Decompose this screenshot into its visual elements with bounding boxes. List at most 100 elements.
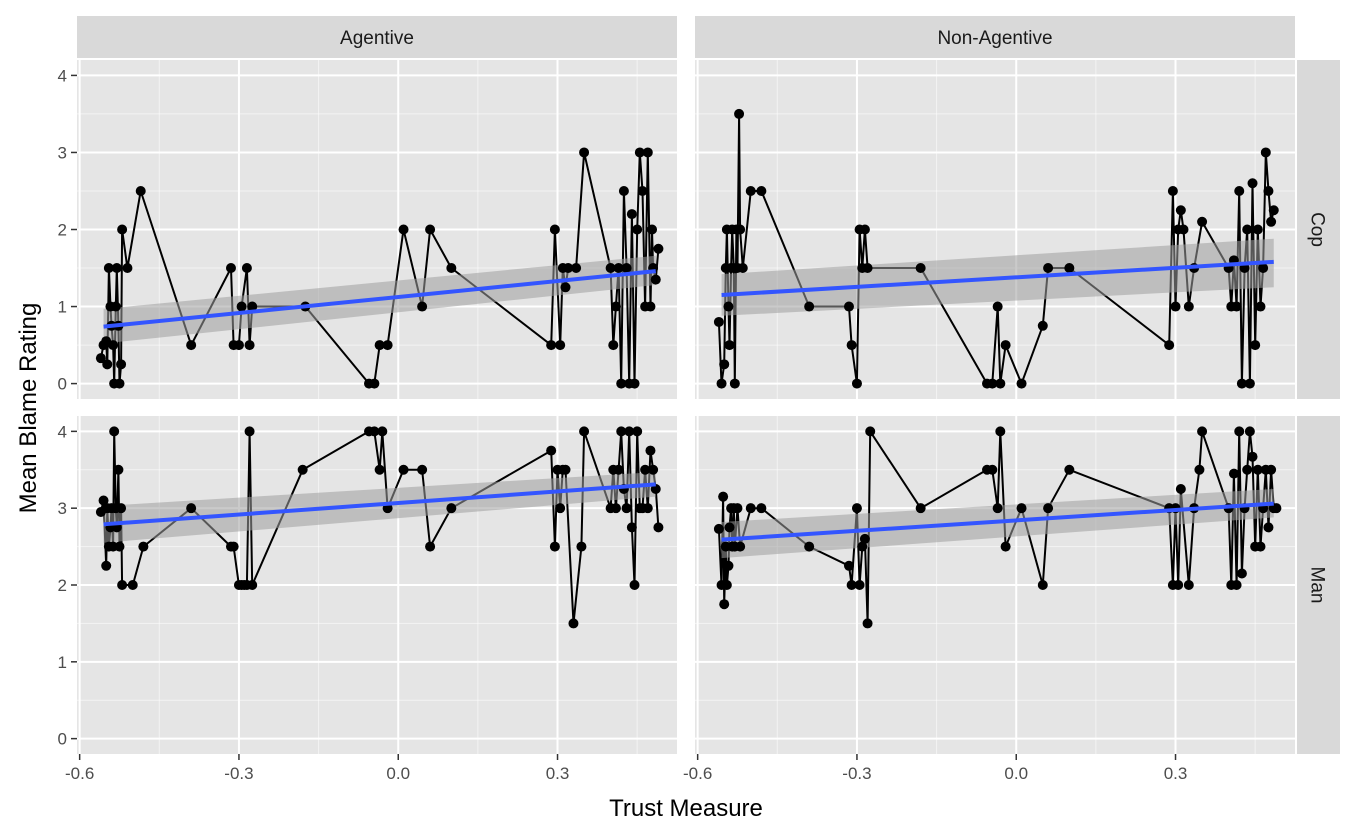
data-point — [114, 541, 125, 552]
x-tick-label: -0.3 — [842, 764, 871, 783]
data-point — [244, 426, 255, 437]
y-tick-label: 3 — [58, 143, 67, 162]
data-point — [640, 464, 651, 475]
data-point — [608, 340, 619, 351]
facet-strip-label: Cop — [1307, 212, 1328, 247]
data-point — [1268, 205, 1279, 216]
data-point — [642, 147, 653, 158]
data-point — [122, 263, 133, 274]
data-point — [647, 224, 658, 235]
x-tick-label: 0.3 — [1164, 764, 1188, 783]
data-point — [632, 224, 643, 235]
data-point — [610, 301, 621, 312]
y-tick-label: 4 — [58, 422, 67, 441]
data-point — [1234, 185, 1245, 196]
data-point — [650, 274, 661, 285]
data-point — [1197, 216, 1208, 227]
data-point — [398, 224, 409, 235]
data-point — [1064, 464, 1075, 475]
data-point — [1247, 451, 1258, 462]
regression-line — [103, 482, 656, 527]
data-point — [862, 618, 873, 629]
data-point — [563, 263, 574, 274]
data-point — [616, 426, 627, 437]
facet-strip-label: Man — [1307, 567, 1328, 604]
data-point — [1234, 426, 1245, 437]
data-point — [1000, 541, 1011, 552]
data-point — [233, 340, 244, 351]
data-point — [1263, 522, 1274, 533]
data-point — [1175, 483, 1186, 494]
data-point — [734, 108, 745, 119]
data-point — [109, 426, 120, 437]
data-point — [377, 426, 388, 437]
data-point — [987, 378, 998, 389]
data-point — [241, 263, 252, 274]
panel-non-agentive-cop — [695, 60, 1295, 399]
data-point — [555, 340, 566, 351]
data-point — [859, 533, 870, 544]
data-point — [735, 541, 746, 552]
data-point — [859, 224, 870, 235]
data-point — [1266, 464, 1277, 475]
data-point — [1252, 464, 1263, 475]
data-point — [225, 263, 236, 274]
data-point — [1197, 426, 1208, 437]
y-tick-label: 2 — [58, 576, 67, 595]
x-tick-label: 0.3 — [546, 764, 570, 783]
data-point — [1164, 340, 1175, 351]
data-point — [446, 503, 457, 514]
data-point — [804, 301, 815, 312]
data-point — [1255, 301, 1266, 312]
data-point — [721, 580, 732, 590]
data-point — [114, 378, 125, 389]
data-point — [1064, 263, 1075, 274]
y-tick-label: 3 — [58, 499, 67, 518]
data-point — [579, 147, 590, 158]
data-point — [560, 464, 571, 475]
data-point — [108, 340, 119, 351]
data-point — [865, 426, 876, 437]
data-point — [992, 503, 1003, 514]
y-tick-label: 1 — [58, 653, 67, 672]
data-point — [1260, 147, 1271, 158]
y-tick-label: 0 — [58, 375, 67, 394]
data-point — [637, 185, 648, 196]
data-point — [645, 445, 656, 456]
data-point — [1183, 301, 1194, 312]
data-point — [382, 340, 393, 351]
y-tick-label: 4 — [58, 66, 67, 85]
data-point — [915, 263, 926, 274]
data-point — [854, 580, 865, 590]
data-point — [549, 541, 560, 552]
data-point — [735, 224, 746, 235]
data-point — [98, 495, 109, 506]
data-point — [369, 378, 380, 389]
data-point — [1244, 378, 1255, 389]
y-tick-label: 1 — [58, 298, 67, 317]
data-point — [723, 301, 734, 312]
data-point — [621, 503, 632, 514]
data-point — [995, 426, 1006, 437]
x-tick-label: -0.3 — [224, 764, 253, 783]
data-point — [247, 301, 258, 312]
data-point — [1043, 263, 1054, 274]
data-point — [138, 541, 149, 552]
data-point — [102, 359, 113, 370]
data-point — [1037, 320, 1048, 331]
data-point — [915, 503, 926, 514]
data-point — [724, 522, 735, 533]
data-point — [745, 503, 756, 514]
data-point — [1167, 185, 1178, 196]
data-point — [1271, 503, 1282, 514]
axes: 0 1 2 3 4 0 1 2 3 4 -0.6 -0.3 0.0 0.3 -0.6 -0.3 0.0 0.3 — [58, 66, 1188, 783]
facet-strip-label: Non-Agentive — [937, 28, 1052, 49]
data-point — [653, 243, 664, 254]
data-point — [851, 503, 862, 514]
data-point — [645, 301, 656, 312]
data-point — [1043, 503, 1054, 514]
y-tick-label: 2 — [58, 221, 67, 240]
data-point — [374, 464, 385, 475]
data-point — [624, 426, 635, 437]
facet-strip-cop — [1297, 60, 1340, 399]
